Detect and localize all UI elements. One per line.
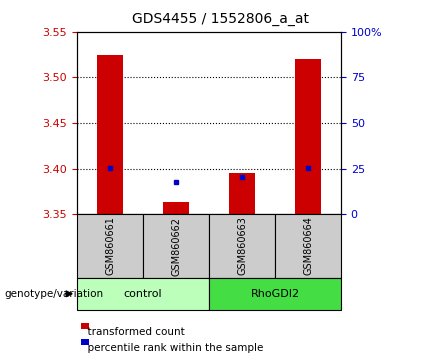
Text: control: control <box>124 289 162 299</box>
Text: RhoGDI2: RhoGDI2 <box>250 289 300 299</box>
Bar <box>163 202 189 214</box>
Text: transformed count: transformed count <box>81 327 185 337</box>
Text: GSM860664: GSM860664 <box>303 217 313 275</box>
Bar <box>229 173 255 214</box>
Bar <box>295 59 321 214</box>
Text: GSM860662: GSM860662 <box>171 217 181 275</box>
Text: GSM860663: GSM860663 <box>237 217 247 275</box>
Text: genotype/variation: genotype/variation <box>4 289 103 299</box>
Bar <box>97 55 123 214</box>
Text: percentile rank within the sample: percentile rank within the sample <box>81 343 264 353</box>
Text: GSM860661: GSM860661 <box>105 217 115 275</box>
Text: GDS4455 / 1552806_a_at: GDS4455 / 1552806_a_at <box>132 12 308 27</box>
